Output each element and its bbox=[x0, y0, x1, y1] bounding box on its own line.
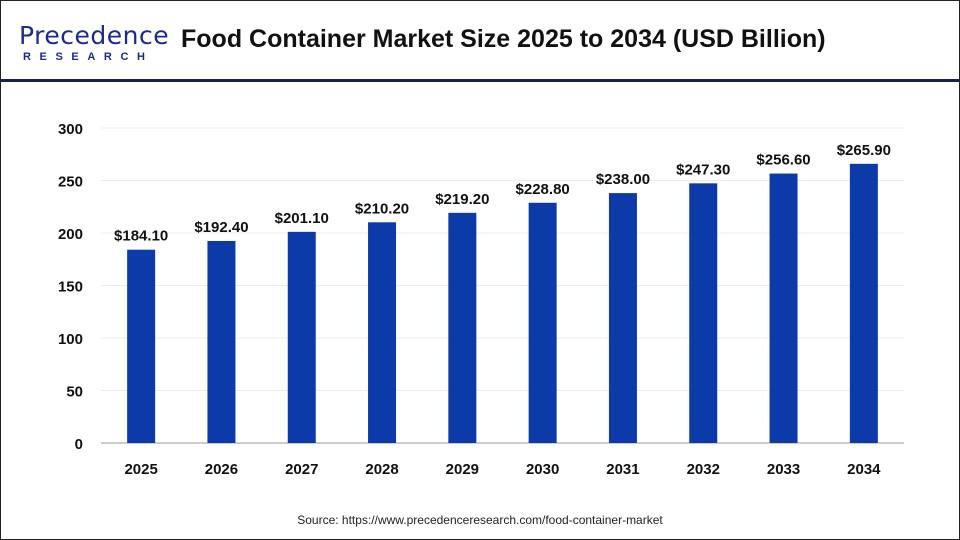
x-tick-label: 2033 bbox=[767, 461, 800, 478]
data-label: $265.90 bbox=[837, 142, 891, 159]
data-label: $201.10 bbox=[275, 210, 329, 227]
x-tick-label: 2034 bbox=[847, 461, 881, 478]
y-tick-label: 200 bbox=[58, 226, 83, 243]
y-tick-label: 100 bbox=[58, 331, 83, 348]
bar bbox=[608, 193, 637, 443]
bar bbox=[769, 173, 798, 443]
data-label: $228.80 bbox=[516, 181, 570, 198]
bar bbox=[127, 249, 156, 443]
x-tick-label: 2025 bbox=[124, 461, 157, 478]
bar bbox=[287, 231, 316, 443]
bar bbox=[207, 240, 236, 443]
y-tick-label: 250 bbox=[58, 174, 83, 191]
bar bbox=[849, 163, 878, 443]
x-tick-label: 2031 bbox=[606, 461, 639, 478]
x-tick-label: 2028 bbox=[365, 461, 398, 478]
x-tick-label: 2032 bbox=[687, 461, 720, 478]
source-note: Source: https://www.precedenceresearch.c… bbox=[297, 513, 663, 527]
data-label: $256.60 bbox=[756, 152, 810, 169]
data-label: $210.20 bbox=[355, 200, 409, 217]
chart-title: Food Container Market Size 2025 to 2034 … bbox=[181, 25, 826, 53]
y-tick-label: 0 bbox=[75, 436, 83, 453]
data-label: $192.40 bbox=[194, 219, 248, 236]
y-tick-label: 300 bbox=[58, 121, 83, 138]
x-tick-label: 2027 bbox=[285, 461, 318, 478]
bar bbox=[368, 222, 397, 443]
bar bbox=[448, 212, 477, 443]
data-label: $219.20 bbox=[435, 191, 489, 208]
data-label: $184.10 bbox=[114, 228, 168, 245]
data-label: $247.30 bbox=[676, 161, 730, 178]
logo-text: Precedence bbox=[19, 21, 170, 50]
logo-subtext: RESEARCH bbox=[23, 51, 154, 63]
header: Precedence RESEARCH Food Container Marke… bbox=[1, 1, 959, 82]
data-label: $238.00 bbox=[596, 171, 650, 188]
y-tick-label: 50 bbox=[66, 384, 83, 401]
y-tick-label: 150 bbox=[58, 279, 83, 296]
bar bbox=[528, 202, 557, 443]
x-tick-label: 2030 bbox=[526, 461, 559, 478]
x-tick-label: 2029 bbox=[446, 461, 479, 478]
x-tick-label: 2026 bbox=[205, 461, 238, 478]
precedence-research-logo: Precedence RESEARCH bbox=[19, 21, 169, 63]
bar bbox=[689, 183, 718, 443]
